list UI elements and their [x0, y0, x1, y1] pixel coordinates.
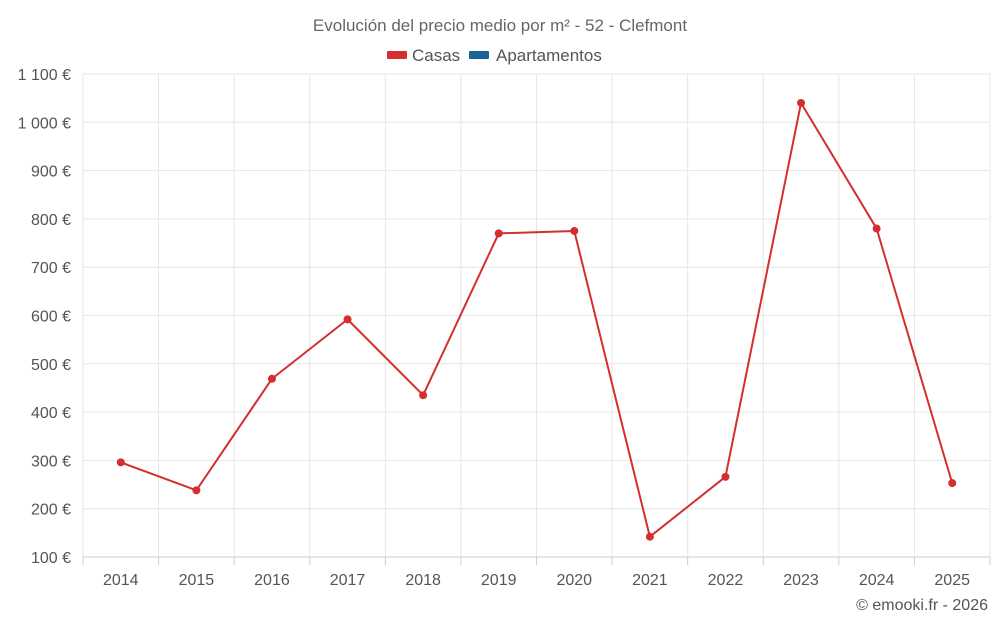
x-tick-label: 2015: [179, 572, 215, 589]
y-tick-label: 300 €: [31, 453, 71, 470]
data-point-casas[interactable]: [872, 224, 881, 233]
y-tick-label: 800 €: [31, 212, 71, 229]
credit: © emooki.fr - 2026: [856, 597, 988, 614]
y-tick-label: 600 €: [31, 309, 71, 326]
y-tick-label: 900 €: [31, 164, 71, 181]
x-tick-label: 2017: [330, 572, 366, 589]
x-tick-label: 2014: [103, 572, 139, 589]
legend-label-casas: Casas: [412, 46, 460, 65]
legend-item-casas[interactable]: Casas: [387, 46, 460, 65]
data-point-casas[interactable]: [948, 479, 957, 488]
y-tick-label: 200 €: [31, 502, 71, 519]
x-tick-label: 2025: [934, 572, 970, 589]
legend-swatch-casas: [387, 51, 407, 59]
legend: Casas Apartamentos: [387, 46, 602, 65]
y-tick-label: 1 000 €: [18, 115, 71, 132]
y-tick-label: 400 €: [31, 405, 71, 422]
x-tick-label: 2019: [481, 572, 517, 589]
y-tick-label: 500 €: [31, 357, 71, 374]
data-point-casas[interactable]: [267, 374, 276, 383]
x-tick-label: 2021: [632, 572, 668, 589]
y-tick-label: 100 €: [31, 550, 71, 567]
legend-item-apartamentos[interactable]: Apartamentos: [469, 46, 602, 65]
x-tick-label: 2022: [708, 572, 744, 589]
y-axis-ticks: 100 € 200 € 300 € 400 € 500 € 600 € 700 € 800 €…: [18, 67, 71, 567]
y-tick-label: 700 €: [31, 260, 71, 277]
chart-title: Evolución del precio medio por m² - 52 -…: [313, 16, 687, 35]
data-point-casas[interactable]: [721, 472, 730, 481]
data-point-casas[interactable]: [116, 458, 125, 467]
data-point-casas[interactable]: [419, 391, 428, 400]
x-tick-label: 2018: [405, 572, 441, 589]
x-tick-label: 2016: [254, 572, 290, 589]
series-casas: [116, 98, 957, 541]
data-point-casas[interactable]: [192, 486, 201, 495]
data-point-casas[interactable]: [570, 226, 579, 235]
grid: [82, 73, 991, 565]
data-point-casas[interactable]: [797, 98, 806, 107]
data-point-casas[interactable]: [343, 315, 352, 324]
series-line-casas: [120, 101, 954, 538]
x-tick-label: 2020: [556, 572, 592, 589]
data-point-casas[interactable]: [494, 229, 503, 238]
x-axis-ticks: 2014 2015 2016 2017 2018 2019 2020 2021 2022 2023…: [103, 572, 970, 589]
x-tick-label: 2023: [783, 572, 819, 589]
data-point-casas[interactable]: [645, 532, 654, 541]
legend-label-apartamentos: Apartamentos: [496, 46, 602, 65]
legend-swatch-apartamentos: [469, 51, 489, 59]
y-tick-label: 1 100 €: [18, 67, 71, 84]
x-tick-label: 2024: [859, 572, 895, 589]
